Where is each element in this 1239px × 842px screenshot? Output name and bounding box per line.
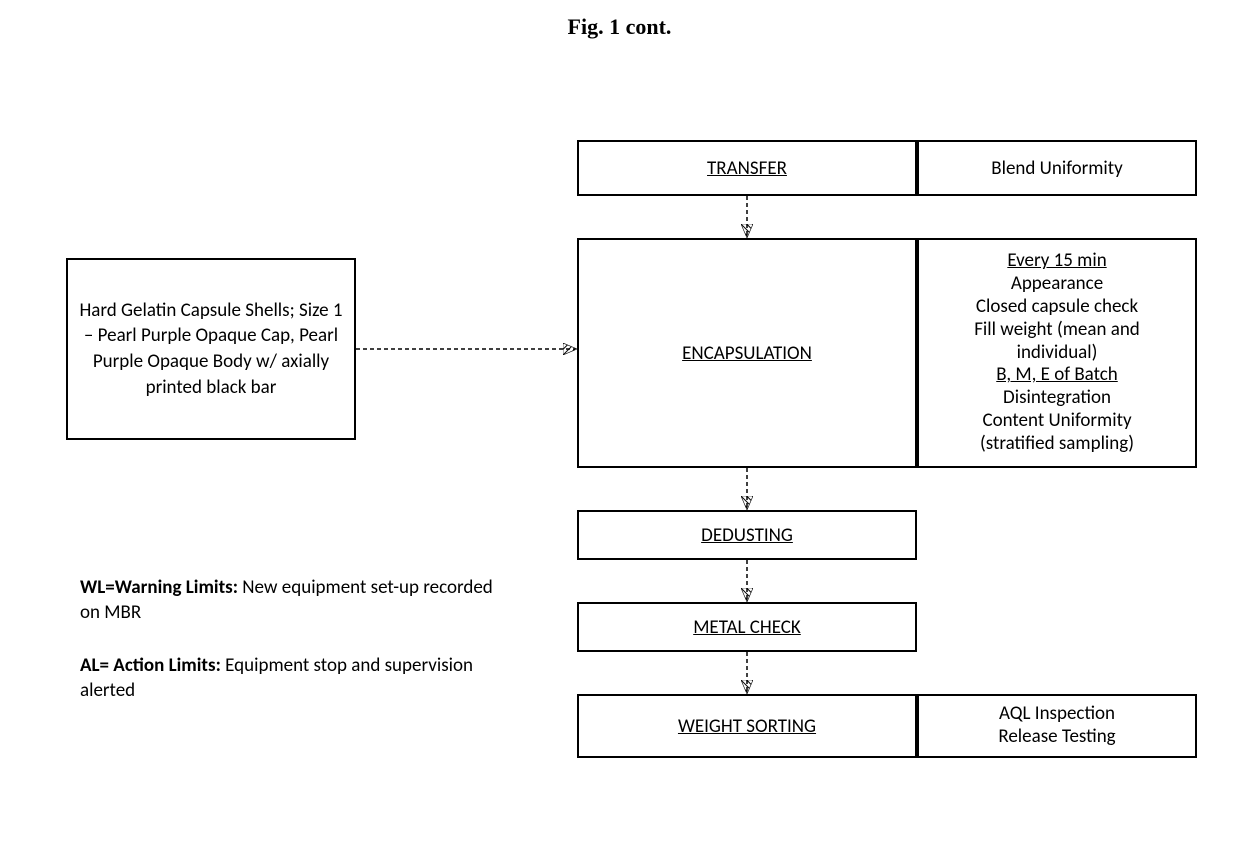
weight-sorting-side-line: Release Testing [998, 726, 1115, 749]
weight-sorting-side-line: AQL Inspection [999, 703, 1115, 726]
encapsulation-side-title-2: B, M, E of Batch [996, 364, 1118, 387]
encapsulation-side-line: Closed capsule check [976, 296, 1138, 319]
process-transfer-side-text: Blend Uniformity [991, 157, 1123, 180]
encapsulation-side-line: (stratified sampling) [980, 433, 1134, 456]
process-weight-sorting: WEIGHT SORTING [577, 694, 917, 758]
encapsulation-side-content: Every 15 min Appearance Closed capsule c… [974, 250, 1140, 455]
note-wl-label: WL=Warning Limits: [80, 576, 238, 599]
encapsulation-side-line: Disintegration [1003, 387, 1111, 410]
input-material-box: Hard Gelatin Capsule Shells; Size 1 – Pe… [66, 258, 356, 440]
process-weight-sorting-label: WEIGHT SORTING [678, 715, 816, 738]
process-dedusting-label: DEDUSTING [701, 524, 793, 547]
figure-title: Fig. 1 cont. [0, 14, 1239, 40]
encapsulation-side-line: Fill weight (mean and [974, 319, 1140, 342]
encapsulation-side-line: Content Uniformity [982, 410, 1131, 433]
process-metal-check-label: METAL CHECK [693, 616, 801, 639]
process-encapsulation-label: ENCAPSULATION [682, 342, 812, 365]
process-transfer-label: TRANSFER [707, 157, 787, 180]
input-material-text: Hard Gelatin Capsule Shells; Size 1 – Pe… [76, 298, 346, 401]
process-dedusting: DEDUSTING [577, 510, 917, 560]
weight-sorting-side-content: AQL Inspection Release Testing [998, 703, 1115, 749]
process-transfer: TRANSFER [577, 140, 917, 196]
encapsulation-side-line: individual) [1017, 342, 1098, 365]
process-metal-check: METAL CHECK [577, 602, 917, 652]
process-encapsulation: ENCAPSULATION [577, 238, 917, 468]
note-al-label: AL= Action Limits: [80, 654, 221, 677]
note-action-limits: AL= Action Limits: Equipment stop and su… [80, 654, 510, 703]
process-transfer-side: Blend Uniformity [917, 140, 1197, 196]
note-warning-limits: WL=Warning Limits: New equipment set-up … [80, 576, 510, 625]
encapsulation-side-line: Appearance [1011, 273, 1103, 296]
process-weight-sorting-side: AQL Inspection Release Testing [917, 694, 1197, 758]
encapsulation-side-title-1: Every 15 min [1007, 250, 1106, 273]
process-encapsulation-side: Every 15 min Appearance Closed capsule c… [917, 238, 1197, 468]
